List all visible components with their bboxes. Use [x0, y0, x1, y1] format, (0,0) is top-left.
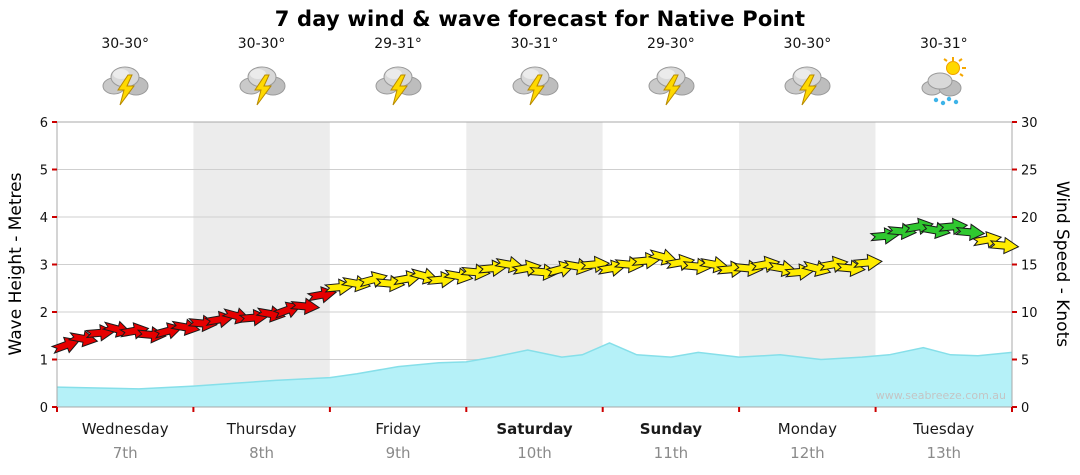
right-tick-label: 10 [1021, 306, 1038, 321]
temperature-range: 29-31° [374, 36, 422, 52]
storm-cloud-lightning-icon [239, 66, 286, 106]
storm-cloud-lightning-icon [648, 66, 695, 106]
day-name-label: Thursday [226, 420, 297, 438]
day-date-label: 13th [927, 444, 961, 462]
sun-shower-icon [921, 57, 966, 106]
day-name-label: Tuesday [912, 420, 974, 438]
right-axis-label: Wind Speed - Knots [1052, 180, 1072, 348]
temperature-range: 30-31° [919, 36, 968, 52]
day-date-label: 8th [249, 444, 274, 462]
page-title: 7 day wind & wave forecast for Native Po… [274, 7, 806, 31]
day-forecast-cell: 30-31° [899, 36, 989, 115]
day-date-label: 11th [654, 444, 688, 462]
right-tick-label: 25 [1021, 164, 1038, 179]
right-tick-label: 0 [1021, 401, 1029, 416]
day-name-label: Saturday [496, 420, 573, 438]
day-name-label: Sunday [640, 420, 703, 438]
storm-cloud-lightning-icon [102, 66, 149, 106]
day-forecast-cell: 30-31° [490, 36, 580, 115]
day-date-label: 10th [517, 444, 551, 462]
day-forecast-cell: 30-30° [80, 36, 170, 115]
day-forecast-cell: 30-30° [217, 36, 307, 115]
day-date-label: 12th [790, 444, 824, 462]
right-tick-label: 20 [1021, 211, 1038, 226]
left-tick-label: 1 [40, 354, 48, 369]
left-tick-label: 4 [40, 211, 48, 226]
wave-height-area [57, 342, 1012, 407]
left-tick-label: 2 [40, 306, 48, 321]
watermark: www.seabreeze.com.au [875, 389, 1006, 402]
left-tick-label: 0 [40, 401, 48, 416]
wave-height-line [56, 342, 1013, 390]
day-date-label: 9th [386, 444, 411, 462]
right-tick-label: 30 [1021, 116, 1038, 131]
storm-cloud-lightning-icon [512, 66, 558, 106]
left-tick-label: 5 [40, 164, 48, 179]
temperature-range: 30-30° [237, 36, 286, 52]
storm-cloud-lightning-icon [784, 66, 831, 106]
day-name-label: Wednesday [82, 420, 169, 438]
day-date-label: 7th [113, 444, 138, 462]
right-tick-label: 15 [1021, 259, 1038, 274]
day-forecast-cell: 30-30° [762, 36, 852, 115]
left-axis-label: Wave Height - Metres [6, 172, 26, 356]
storm-cloud-lightning-icon [375, 66, 422, 106]
left-tick-label: 6 [40, 116, 48, 131]
day-name-label: Monday [778, 420, 837, 438]
temperature-range: 30-31° [510, 36, 559, 52]
day-name-label: Friday [375, 420, 421, 438]
left-tick-label: 3 [40, 259, 48, 274]
temperature-range: 30-30° [101, 36, 150, 52]
daily-forecast-row: 30-30° 30-30° 29-31° 30-31° [0, 0, 1080, 120]
day-forecast-cell: 29-30° [626, 36, 716, 115]
day-forecast-cell: 29-31° [353, 36, 443, 115]
right-tick-label: 5 [1021, 354, 1029, 369]
temperature-range: 29-30° [647, 36, 695, 52]
temperature-range: 30-30° [783, 36, 832, 52]
